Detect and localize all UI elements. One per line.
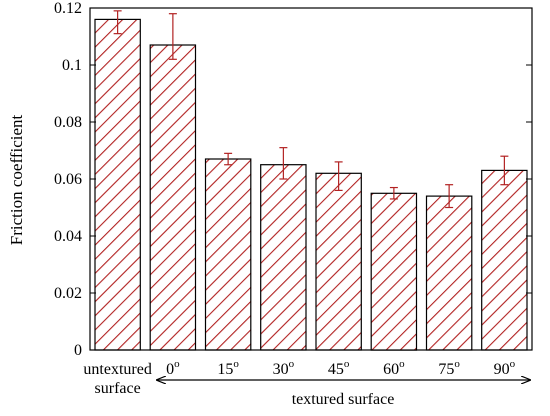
y-tick-label-4: 0.08: [54, 114, 82, 131]
x-category-label-4: 45o: [328, 358, 350, 378]
error-bar-3: [279, 147, 288, 180]
error-bar-7: [500, 155, 509, 186]
x-category-label-2: 15o: [217, 358, 239, 378]
bar-3: [260, 164, 307, 351]
textured-surface-annotation: textured surface: [292, 391, 395, 408]
error-bar-2: [224, 152, 233, 166]
x-category-label-1: 0o: [166, 358, 180, 378]
y-tick-label-3: 0.06: [54, 171, 82, 188]
x-category-label-6: 75o: [438, 358, 460, 378]
svg-text:surface: surface: [95, 380, 141, 397]
svg-text:30o: 30o: [273, 358, 295, 378]
y-tick-label-0: 0: [74, 342, 82, 359]
bar-2: [204, 158, 252, 351]
y-tick-label-6: 0.12: [54, 0, 82, 17]
y-tick-label-1: 0.02: [54, 285, 82, 302]
error-bar-0: [113, 10, 122, 35]
error-bar-4: [334, 161, 343, 191]
x-category-label-0: untextured surface: [83, 361, 151, 397]
svg-text:untextured: untextured: [83, 361, 151, 378]
y-tick-label-5: 0.1: [62, 57, 82, 74]
x-category-label-3: 30o: [273, 358, 295, 378]
error-bar-5: [389, 186, 398, 200]
y-tick-label-2: 0.04: [54, 228, 82, 245]
svg-text:60o: 60o: [383, 358, 405, 378]
bar-4: [315, 172, 362, 351]
x-category-label-5: 60o: [383, 358, 405, 378]
x-category-label-7: 90o: [494, 358, 516, 378]
bar-7: [481, 169, 528, 351]
bar-1: [149, 44, 197, 351]
bar-0: [94, 18, 141, 351]
error-bar-6: [445, 184, 454, 209]
error-bar-1: [168, 13, 177, 60]
svg-text:90o: 90o: [494, 358, 516, 378]
svg-text:0o: 0o: [166, 358, 180, 378]
y-axis-title: Friction coefficient: [7, 115, 26, 246]
svg-text:15o: 15o: [217, 358, 239, 378]
bar-6: [425, 195, 473, 351]
bar-5: [370, 192, 418, 351]
svg-text:45o: 45o: [328, 358, 350, 378]
svg-text:75o: 75o: [438, 358, 460, 378]
